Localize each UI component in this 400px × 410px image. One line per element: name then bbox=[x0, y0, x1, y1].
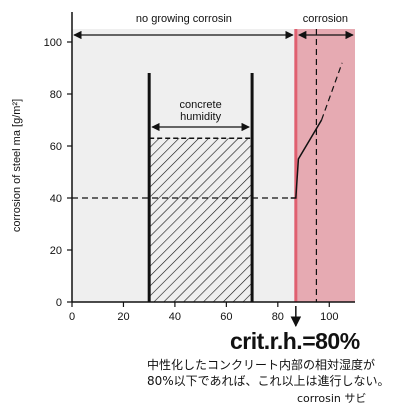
x-tick-label: 40 bbox=[169, 311, 181, 323]
x-tick-label: 100 bbox=[320, 311, 338, 323]
y-axis-label: corrosion of steel ma [g/m²] bbox=[11, 99, 23, 232]
corrosion-curve-solid bbox=[290, 119, 323, 199]
concrete-humidity-label-line1: concrete bbox=[180, 99, 222, 111]
y-tick-label: 20 bbox=[50, 245, 62, 257]
corrosion-label: corrosion bbox=[303, 13, 348, 25]
x-tick-label: 0 bbox=[69, 311, 75, 323]
y-tick-label: 100 bbox=[44, 37, 62, 49]
y-tick-label: 60 bbox=[50, 141, 62, 153]
y-tick-label: 80 bbox=[50, 89, 62, 101]
concrete-humidity-hatch bbox=[149, 138, 253, 302]
x-tick-label: 80 bbox=[272, 311, 284, 323]
y-tick-label: 40 bbox=[50, 193, 62, 205]
critical-humidity-value: crit.r.h.=80% bbox=[230, 328, 360, 354]
concrete-humidity-label-line2: humidity bbox=[180, 111, 221, 123]
x-axis-ticks: 0 20 40 60 80 100 bbox=[69, 302, 338, 323]
y-tick-label: 0 bbox=[56, 297, 62, 309]
corrosion-curve-dashed-rise bbox=[320, 62, 343, 121]
japanese-note-line1: 中性化したコンクリート内部の相対湿度が bbox=[147, 358, 376, 372]
y-axis-ticks: 0 20 40 60 80 100 bbox=[44, 37, 72, 309]
corrosion-translation-note: corrosin サビ bbox=[297, 392, 367, 405]
x-tick-label: 60 bbox=[220, 311, 232, 323]
x-tick-label: 20 bbox=[117, 311, 129, 323]
no-corrosion-label: no growing corrosin bbox=[136, 13, 232, 25]
japanese-note-line2: 80%以下であれば、これ以上は進行しない。 bbox=[147, 374, 390, 388]
corrosion-region bbox=[295, 29, 355, 302]
